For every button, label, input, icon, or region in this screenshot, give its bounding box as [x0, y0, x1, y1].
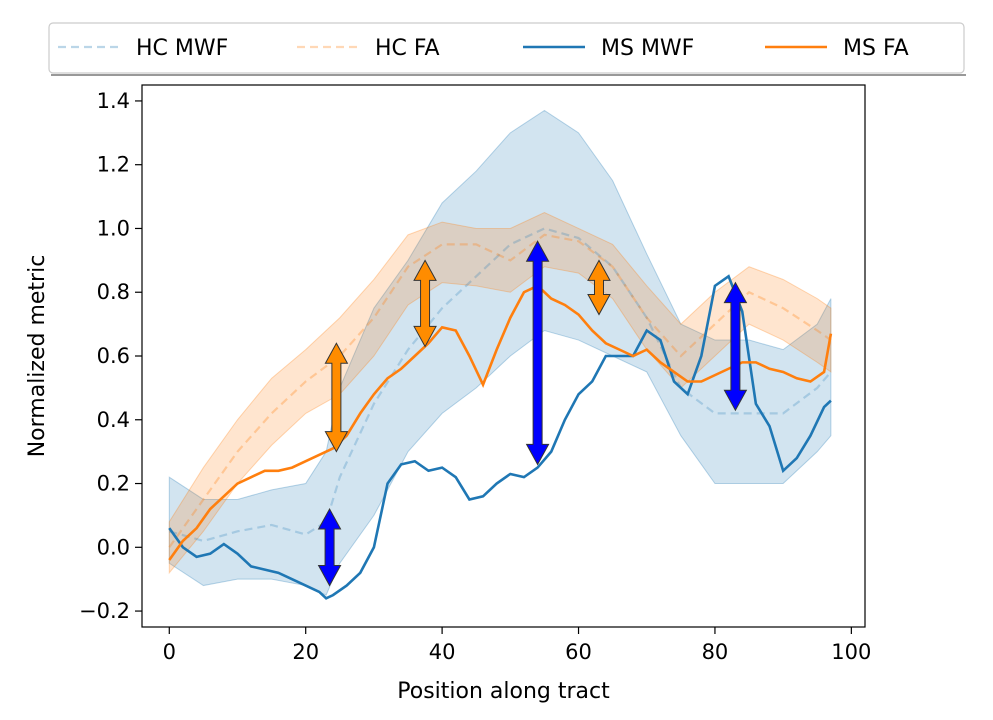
- legend-label: MS FA: [843, 36, 909, 61]
- x-tick-label: 40: [429, 640, 456, 664]
- y-tick-label: −0.2: [79, 599, 130, 623]
- series-lines: [168, 227, 833, 600]
- x-tick-label: 80: [702, 640, 729, 664]
- x-tick-label: 0: [163, 640, 176, 664]
- double-arrow-3: [525, 240, 550, 466]
- series-line-3: [168, 284, 833, 561]
- y-axis-ticks: −0.2 0.0 0.2 0.4 0.6 0.8 1.0 1.2 1.4: [79, 89, 142, 623]
- double-arrow-0: [317, 507, 342, 587]
- legend-label: HC FA: [375, 36, 440, 61]
- series-line-0: [168, 227, 832, 543]
- x-tick-label: 100: [831, 640, 871, 664]
- y-tick-label: 1.4: [97, 89, 130, 113]
- series-line-2: [168, 274, 832, 600]
- y-tick-label: 0.2: [97, 472, 130, 496]
- double-arrow-5: [723, 281, 748, 412]
- y-axis-label: Normalized metric: [25, 255, 50, 458]
- double-arrow-1: [324, 342, 349, 453]
- y-tick-label: 0.6: [97, 344, 130, 368]
- y-tick-label: 1.2: [97, 153, 130, 177]
- x-tick-label: 60: [565, 640, 592, 664]
- legend-label: MS MWF: [601, 36, 694, 61]
- band-1: [168, 211, 832, 575]
- annotation-arrows: [317, 240, 748, 587]
- y-tick-label: 0.0: [97, 535, 130, 559]
- double-arrow-2: [413, 259, 437, 348]
- y-tick-label: 0.4: [97, 408, 130, 432]
- band-0: [168, 109, 832, 596]
- x-axis-label: Position along tract: [397, 679, 610, 704]
- y-tick-label: 1.0: [97, 216, 130, 240]
- legend-label: HC MWF: [136, 36, 228, 61]
- confidence-bands: [168, 109, 832, 596]
- double-arrow-4: [587, 259, 611, 316]
- legend: HC MWF HC FA MS MWF MS FA: [48, 22, 966, 76]
- legend-box: [48, 22, 965, 74]
- y-tick-label: 0.8: [97, 280, 130, 304]
- x-tick-label: 20: [292, 640, 319, 664]
- x-axis-ticks: 0 20 40 60 80 100: [163, 627, 871, 664]
